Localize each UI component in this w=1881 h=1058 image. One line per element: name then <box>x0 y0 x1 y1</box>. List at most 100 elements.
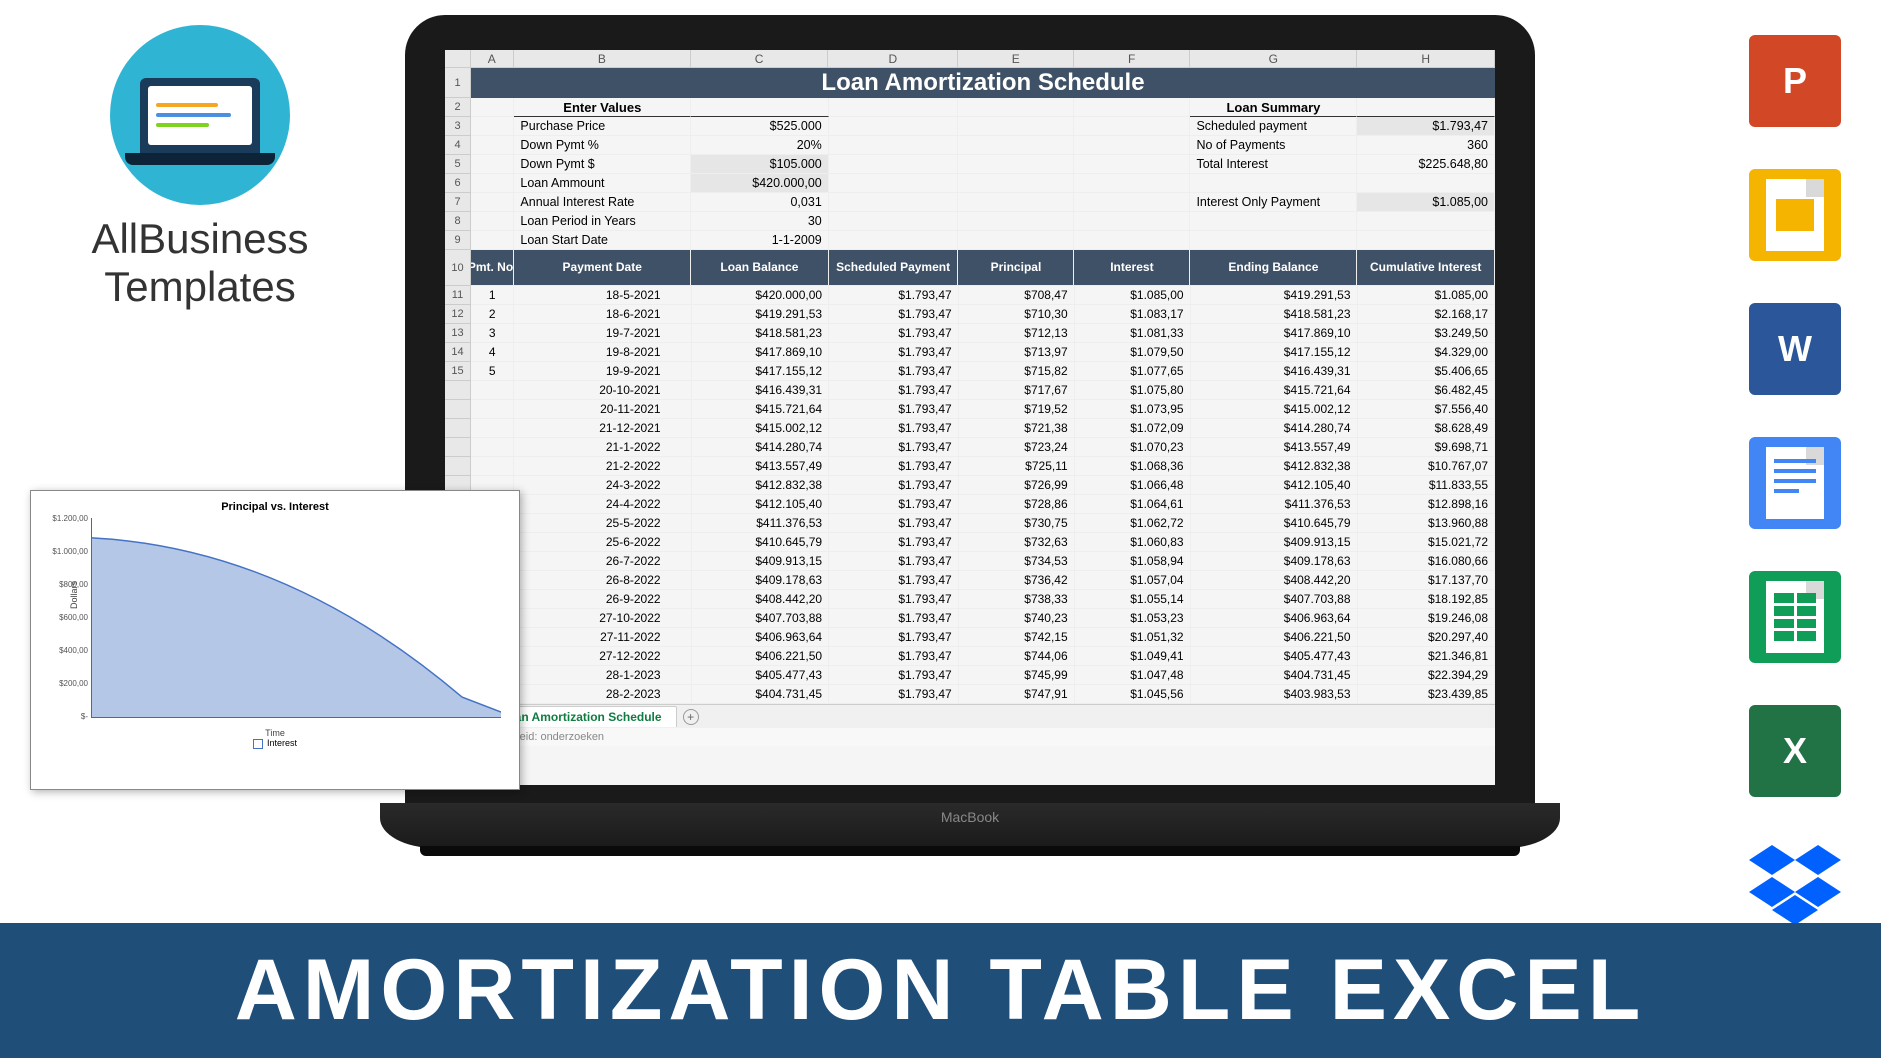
years-value[interactable]: 30 <box>691 212 829 231</box>
cell-ending[interactable]: $410.645,79 <box>1191 514 1358 533</box>
cell-payment[interactable]: $1.793,47 <box>829 400 959 419</box>
cell-interest[interactable]: $1.055,14 <box>1075 590 1191 609</box>
cell-balance[interactable]: $419.291,53 <box>692 305 830 324</box>
cell-interest[interactable]: $1.081,33 <box>1075 324 1191 343</box>
cell-pmt-no[interactable] <box>471 381 514 400</box>
cell-date[interactable]: 28-1-2023 <box>514 666 691 685</box>
cell-date[interactable]: 26-7-2022 <box>514 552 691 571</box>
row-8[interactable]: 8 <box>445 212 471 231</box>
col-E[interactable]: E <box>958 50 1074 67</box>
row-6[interactable]: 6 <box>445 174 471 193</box>
cell-principal[interactable]: $740,23 <box>959 609 1075 628</box>
row-number[interactable]: 14 <box>445 343 471 362</box>
row-1[interactable]: 1 <box>445 68 471 98</box>
table-row[interactable]: 21-1-2022$414.280,74$1.793,47$723,24$1.0… <box>445 438 1495 457</box>
cell-principal[interactable]: $715,82 <box>959 362 1075 381</box>
cell-pmt-no[interactable]: 2 <box>471 305 514 324</box>
cell-cumulative[interactable]: $13.960,88 <box>1358 514 1495 533</box>
cell-interest[interactable]: $1.057,04 <box>1075 571 1191 590</box>
cell-ending[interactable]: $403.983,53 <box>1191 685 1358 704</box>
table-row[interactable]: 20-11-2021$415.721,64$1.793,47$719,52$1.… <box>445 400 1495 419</box>
cell-ending[interactable]: $412.105,40 <box>1191 476 1358 495</box>
cell-interest[interactable]: $1.051,32 <box>1075 628 1191 647</box>
row-number[interactable] <box>445 438 471 457</box>
cell-balance[interactable]: $415.002,12 <box>692 419 830 438</box>
cell-balance[interactable]: $404.731,45 <box>692 685 830 704</box>
table-row[interactable]: 24-3-2022$412.832,38$1.793,47$726,99$1.0… <box>445 476 1495 495</box>
table-row[interactable]: 20-10-2021$416.439,31$1.793,47$717,67$1.… <box>445 381 1495 400</box>
cell-interest[interactable]: $1.064,61 <box>1075 495 1191 514</box>
cell-principal[interactable]: $732,63 <box>959 533 1075 552</box>
cell-cumulative[interactable]: $5.406,65 <box>1358 362 1495 381</box>
cell-payment[interactable]: $1.793,47 <box>829 666 959 685</box>
col-C[interactable]: C <box>691 50 829 67</box>
cell-interest[interactable]: $1.058,94 <box>1075 552 1191 571</box>
cell-cumulative[interactable]: $2.168,17 <box>1358 305 1495 324</box>
table-row[interactable]: 25-6-2022$410.645,79$1.793,47$732,63$1.0… <box>445 533 1495 552</box>
cell-cumulative[interactable]: $22.394,29 <box>1358 666 1495 685</box>
cell-cumulative[interactable]: $19.246,08 <box>1358 609 1495 628</box>
cell-ending[interactable]: $415.721,64 <box>1191 381 1358 400</box>
cell-ending[interactable]: $409.913,15 <box>1191 533 1358 552</box>
cell-ending[interactable]: $408.442,20 <box>1191 571 1358 590</box>
table-row[interactable]: 21-12-2021$415.002,12$1.793,47$721,38$1.… <box>445 419 1495 438</box>
cell-date[interactable]: 27-11-2022 <box>514 628 691 647</box>
table-row[interactable]: 24-4-2022$412.105,40$1.793,47$728,86$1.0… <box>445 495 1495 514</box>
cell-ending[interactable]: $419.291,53 <box>1191 286 1358 305</box>
cell-cumulative[interactable]: $6.482,45 <box>1358 381 1495 400</box>
cell-cumulative[interactable]: $21.346,81 <box>1358 647 1495 666</box>
cell-principal[interactable]: $728,86 <box>959 495 1075 514</box>
down-pct-value[interactable]: 20% <box>691 136 829 155</box>
cell-principal[interactable]: $719,52 <box>959 400 1075 419</box>
cell-date[interactable]: 19-9-2021 <box>514 362 691 381</box>
cell-payment[interactable]: $1.793,47 <box>829 457 959 476</box>
cell-interest[interactable]: $1.060,83 <box>1075 533 1191 552</box>
word-icon[interactable]: W <box>1749 303 1841 395</box>
cell-interest[interactable]: $1.049,41 <box>1075 647 1191 666</box>
cell-principal[interactable]: $730,75 <box>959 514 1075 533</box>
cell-balance[interactable]: $406.963,64 <box>692 628 830 647</box>
cell-ending[interactable]: $418.581,23 <box>1191 305 1358 324</box>
table-row[interactable]: 21-2-2022$413.557,49$1.793,47$725,11$1.0… <box>445 457 1495 476</box>
powerpoint-icon[interactable]: P <box>1749 35 1841 127</box>
cell-cumulative[interactable]: $9.698,71 <box>1358 438 1495 457</box>
cell-principal[interactable]: $710,30 <box>959 305 1075 324</box>
row-number[interactable]: 12 <box>445 305 471 324</box>
cell-payment[interactable]: $1.793,47 <box>829 362 959 381</box>
cell-ending[interactable]: $415.002,12 <box>1191 400 1358 419</box>
cell-balance[interactable]: $414.280,74 <box>692 438 830 457</box>
row-10[interactable]: 10 <box>445 250 471 286</box>
google-slides-icon[interactable] <box>1749 169 1841 261</box>
cell-balance[interactable]: $416.439,31 <box>692 381 830 400</box>
cell-date[interactable]: 20-11-2021 <box>514 400 691 419</box>
cell-ending[interactable]: $405.477,43 <box>1191 647 1358 666</box>
row-number[interactable] <box>445 400 471 419</box>
cell-cumulative[interactable]: $12.898,16 <box>1358 495 1495 514</box>
cell-ending[interactable]: $406.963,64 <box>1191 609 1358 628</box>
row-number[interactable]: 13 <box>445 324 471 343</box>
purchase-price-value[interactable]: $525.000 <box>691 117 829 136</box>
table-row[interactable]: 27-10-2022$407.703,88$1.793,47$740,23$1.… <box>445 609 1495 628</box>
cell-date[interactable]: 26-8-2022 <box>514 571 691 590</box>
cell-interest[interactable]: $1.079,50 <box>1075 343 1191 362</box>
cell-date[interactable]: 25-5-2022 <box>514 514 691 533</box>
cell-date[interactable]: 28-2-2023 <box>514 685 691 704</box>
google-sheets-icon[interactable] <box>1749 571 1841 663</box>
cell-payment[interactable]: $1.793,47 <box>829 438 959 457</box>
cell-cumulative[interactable]: $15.021,72 <box>1358 533 1495 552</box>
cell-date[interactable]: 27-10-2022 <box>514 609 691 628</box>
table-row[interactable]: 11118-5-2021$420.000,00$1.793,47$708,47$… <box>445 286 1495 305</box>
cell-principal[interactable]: $726,99 <box>959 476 1075 495</box>
cell-cumulative[interactable]: $8.628,49 <box>1358 419 1495 438</box>
cell-pmt-no[interactable] <box>471 457 514 476</box>
table-row[interactable]: 12218-6-2021$419.291,53$1.793,47$710,30$… <box>445 305 1495 324</box>
col-D[interactable]: D <box>828 50 958 67</box>
cell-payment[interactable]: $1.793,47 <box>829 476 959 495</box>
table-row[interactable]: 25-5-2022$411.376,53$1.793,47$730,75$1.0… <box>445 514 1495 533</box>
cell-balance[interactable]: $418.581,23 <box>692 324 830 343</box>
cell-cumulative[interactable]: $1.085,00 <box>1358 286 1495 305</box>
cell-pmt-no[interactable]: 1 <box>471 286 514 305</box>
cell-date[interactable]: 21-2-2022 <box>514 457 691 476</box>
col-F[interactable]: F <box>1074 50 1190 67</box>
table-row[interactable]: 14419-8-2021$417.869,10$1.793,47$713,97$… <box>445 343 1495 362</box>
